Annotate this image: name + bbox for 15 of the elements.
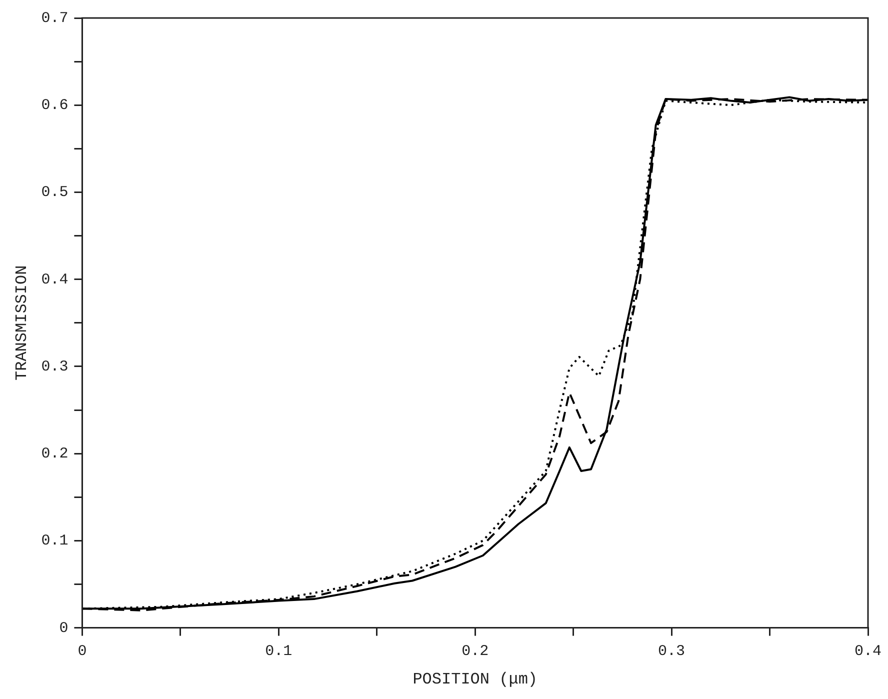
- y-tick-label: 0.4: [41, 271, 68, 288]
- y-tick-label: 0.2: [41, 446, 68, 463]
- y-tick-label: 0: [59, 620, 68, 637]
- x-tick-label: 0.3: [658, 642, 686, 660]
- y-tick-label: 0.6: [41, 97, 68, 114]
- x-axis-title: POSITION (μm): [412, 670, 538, 689]
- x-tick-label: 0: [78, 642, 87, 660]
- y-tick-label: 0.7: [41, 10, 68, 27]
- x-tick-label: 0.2: [462, 642, 489, 660]
- y-tick-label: 0.5: [41, 184, 68, 202]
- y-axis-title: TRANSMISSION: [12, 265, 31, 381]
- y-tick-label: 0.1: [41, 532, 68, 550]
- x-tick-label: 0.1: [265, 642, 292, 660]
- y-tick-label: 0.3: [41, 358, 68, 376]
- x-tick-label: 0.4: [854, 642, 882, 660]
